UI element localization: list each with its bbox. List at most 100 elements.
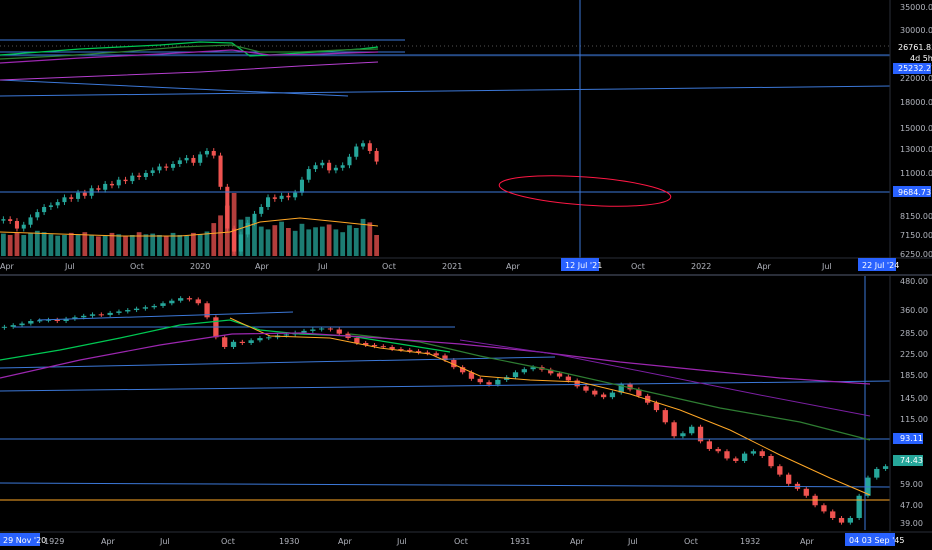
bottom-price-axis[interactable]: 480.00 360.00 285.00 225.00 185.00 145.0… (889, 276, 928, 532)
top-volume-bar (41, 232, 47, 256)
top-right-time-label-bg (858, 258, 896, 271)
bot-candle (565, 376, 572, 381)
top-volume-bar (21, 235, 27, 256)
top-candle (137, 175, 142, 177)
top-trendline-low-1[interactable] (0, 79, 349, 97)
top-candle (82, 192, 87, 196)
bot-candle (222, 337, 228, 347)
bot-tick-145: 145.00 (900, 394, 928, 403)
bot-trendline-lower[interactable] (0, 380, 891, 392)
bot-candle (706, 441, 712, 449)
bot-tick-115: 115.00 (900, 415, 928, 424)
top-volume-bar (218, 215, 223, 256)
bot-candle (266, 337, 272, 339)
bot-candle (882, 466, 889, 469)
bot-candle (583, 386, 589, 391)
top-time-2020: 2020 (190, 262, 210, 271)
top-time-axis[interactable]: Apr Jul Oct 2020 Apr Jul Oct 2021 Apr 12… (0, 257, 932, 271)
bot-tick-285: 285.00 (900, 329, 928, 338)
top-trendline-low-2[interactable] (0, 85, 891, 97)
top-candle (14, 221, 19, 229)
bot-time-jul-1930: Jul (396, 537, 407, 546)
top-volume-bar (265, 229, 271, 256)
bot-candle (371, 344, 378, 347)
top-volume-bar (129, 235, 135, 256)
top-ma-purple-long (0, 61, 379, 81)
bot-time-apr-1931: Apr (570, 537, 585, 546)
bot-candle (151, 305, 157, 308)
bot-trendline-low[interactable] (0, 482, 891, 488)
bot-current-price-label: 74.43 (900, 456, 923, 465)
top-candle (361, 143, 366, 147)
bot-candle (336, 329, 342, 334)
bot-candle (89, 314, 96, 316)
bot-candle (556, 373, 563, 377)
bot-candle (186, 298, 193, 300)
top-candle (211, 150, 216, 156)
bot-candle (759, 451, 765, 456)
bottom-drawings (0, 276, 891, 530)
top-volume-bar (48, 234, 54, 256)
top-volume-bar (374, 235, 379, 256)
top-candle (103, 183, 108, 190)
bot-candle (257, 338, 263, 341)
bot-candle (433, 353, 439, 356)
top-candle (150, 170, 155, 173)
bot-candle (424, 352, 431, 354)
bot-candle (19, 323, 25, 326)
top-candle (299, 179, 304, 193)
bottom-panel: 480.00 360.00 285.00 225.00 185.00 145.0… (0, 276, 932, 546)
top-candle (245, 222, 250, 235)
top-ellipse-annotation[interactable] (498, 171, 672, 211)
top-candle (157, 166, 162, 171)
top-candle (177, 160, 182, 165)
top-price-axis[interactable]: 35000.00 30000.00 26761.83 4d 5h 25232.2… (889, 0, 932, 259)
top-candle (8, 219, 13, 222)
top-crosshair-time-label: 12 Jul '21 (565, 261, 602, 270)
bot-time-apr-1932: Apr (800, 537, 815, 546)
bot-time-1930: 1930 (279, 537, 299, 546)
bot-candle (116, 311, 122, 313)
top-candle (340, 165, 345, 168)
bot-candle (37, 320, 43, 322)
top-candle (123, 179, 128, 182)
bot-candle (354, 338, 360, 343)
top-candle (320, 162, 325, 166)
bot-ma-orange (229, 317, 871, 496)
top-candle (327, 162, 332, 171)
top-candle (143, 172, 148, 177)
bot-candle (459, 367, 466, 373)
top-volume-bar (143, 234, 149, 256)
bot-ma-dark-green (349, 333, 871, 441)
bot-time-oct-1930: Oct (454, 537, 468, 546)
top-volume-bar (150, 233, 156, 256)
bot-trendline-mid[interactable] (0, 356, 556, 369)
bot-time-apr-1930: Apr (338, 537, 353, 546)
bot-candle (248, 340, 254, 343)
top-volume-bar (197, 234, 203, 256)
top-candle (333, 167, 338, 171)
top-volume-bar (136, 232, 142, 256)
bot-level-a-label: 93.11 (900, 434, 923, 443)
top-candle (252, 213, 257, 223)
top-candle (130, 175, 135, 182)
bot-tick-39: 39.00 (900, 519, 923, 528)
bot-crosshair-time-label-bg (845, 533, 895, 546)
bot-candle (407, 349, 413, 352)
bot-tick-360: 360.00 (900, 306, 928, 315)
top-candle (109, 183, 114, 186)
top-volume-bar (272, 225, 278, 256)
bot-candle (838, 517, 845, 523)
bot-channel-top[interactable] (37, 311, 294, 321)
top-candle (35, 212, 40, 218)
bottom-time-axis[interactable]: 29 Nov '20 1929 Apr Jul Oct 1930 Apr Jul… (0, 531, 932, 546)
bot-time-1931: 1931 (510, 537, 530, 546)
bot-candle (636, 389, 642, 396)
bot-candle (451, 359, 457, 368)
bot-candle (178, 298, 184, 301)
bot-candle (618, 384, 624, 393)
bot-crosshair-time-label: 04 03 Sep '45 (849, 536, 904, 545)
top-candle (306, 169, 311, 180)
top-time-2022: 2022 (691, 262, 711, 271)
bot-tick-225: 225.00 (900, 350, 928, 359)
